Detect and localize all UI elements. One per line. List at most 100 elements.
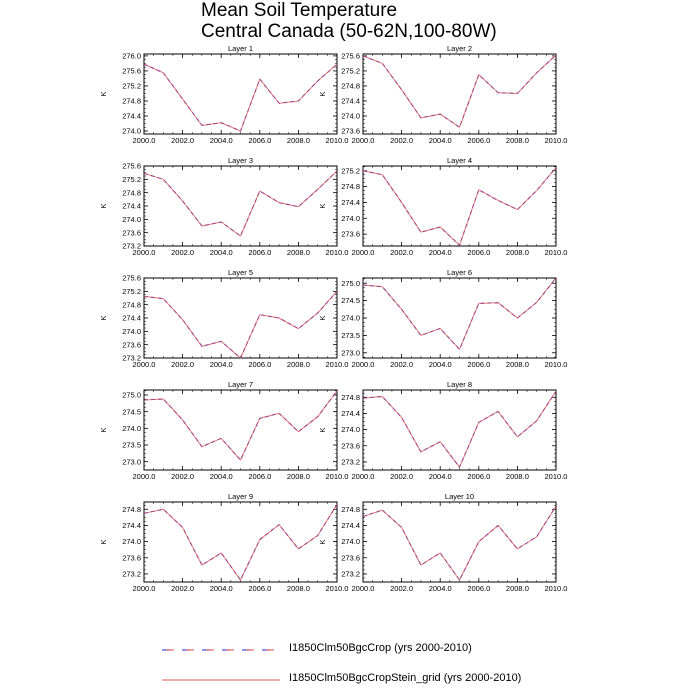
y-tick-label: 274.0 [122,537,141,546]
y-tick-label: 274.4 [341,97,360,106]
x-tick-label: 2000.0 [133,584,156,593]
y-axis-label: K [99,427,108,432]
y-tick-label: 274.4 [122,314,141,323]
legend-item-stein-grid: I1850Clm50BgcCropStein_grid (yrs 2000-20… [162,672,582,687]
x-tick-label: 2010.0 [545,360,568,369]
y-tick-label: 274.8 [122,300,141,309]
y-tick-label: 274.8 [122,505,141,514]
y-tick-label: 273.2 [122,242,141,251]
legend-swatch-dashed [162,649,280,651]
y-tick-label: 274.8 [122,97,141,106]
y-tick-label: 274.4 [341,198,360,207]
x-tick-label: 2002.0 [171,360,194,369]
y-tick-label: 274.0 [341,537,360,546]
x-tick-label: 2000.0 [133,248,156,257]
y-axis-label: K [99,203,108,208]
panel-9: Layer 9 K 273.2 273.6 274.0 274.4 274.8 2000.0 2… [99,492,348,593]
y-tick-label: 275.2 [341,166,360,175]
x-tick-label: 2006.0 [248,360,271,369]
x-tick-label: 2000.0 [133,136,156,145]
x-tick-label: 2002.0 [171,136,194,145]
y-tick-label: 273.5 [341,331,360,340]
series-line-stein-grid [143,504,338,581]
y-axis-label: K [99,315,108,320]
x-tick-label: 2010.0 [326,248,349,257]
x-tick-label: 2006.0 [467,360,490,369]
y-axis-label: K [318,427,327,432]
series-line-stein-grid [362,54,557,128]
y-tick-label: 273.6 [122,228,141,237]
panel-frame [362,165,557,247]
x-tick-label: 2006.0 [248,248,271,257]
y-tick-label: 274.0 [341,314,360,323]
x-tick-label: 2008.0 [287,584,310,593]
y-axis-label: K [99,539,108,544]
y-axis-label: K [318,203,327,208]
panel-frame [362,53,557,135]
x-tick-label: 2004.0 [429,248,452,257]
y-tick-label: 276.0 [122,51,141,60]
series-line-stein-grid [362,277,557,350]
y-tick-label: 273.6 [122,340,141,349]
y-axis-label: K [318,91,327,96]
y-tick-label: 275.6 [341,51,360,60]
y-axis-label: K [318,539,327,544]
x-tick-label: 2010.0 [326,584,349,593]
figure-title: Mean Soil Temperature Central Canada (50… [201,0,497,42]
y-tick-label: 275.6 [122,67,141,76]
x-tick-label: 2008.0 [506,360,529,369]
x-tick-label: 2002.0 [390,360,413,369]
x-tick-label: 2000.0 [352,360,375,369]
y-tick-label: 274.0 [122,327,141,336]
x-tick-label: 2004.0 [210,248,233,257]
x-tick-label: 2004.0 [210,472,233,481]
series-line-crop [362,167,557,246]
x-tick-label: 2010.0 [545,248,568,257]
x-tick-label: 2002.0 [171,584,194,593]
panel-frame [362,389,557,471]
panel-10: Layer 10 K 273.2 273.6 274.0 274.4 274.8 2000.0… [318,492,567,593]
y-tick-label: 274.8 [341,505,360,514]
x-tick-label: 2008.0 [506,472,529,481]
panel-title: Layer 7 [228,380,253,389]
x-tick-label: 2010.0 [545,584,568,593]
y-tick-label: 275.6 [122,274,141,283]
x-tick-label: 2006.0 [248,136,271,145]
panel-frame [143,277,338,359]
panel-title: Layer 3 [228,156,253,165]
x-tick-label: 2002.0 [390,136,413,145]
series-line-crop [143,63,338,132]
x-tick-label: 2008.0 [287,136,310,145]
x-tick-label: 2004.0 [210,360,233,369]
x-tick-label: 2004.0 [210,584,233,593]
x-tick-label: 2006.0 [467,472,490,481]
panel-2: Layer 2 K 273.6 274.0 274.4 274.8 275.2 275.6 20… [318,44,567,145]
panel-title: Layer 1 [228,44,253,53]
x-tick-label: 2008.0 [506,248,529,257]
y-tick-label: 273.0 [341,348,360,357]
y-tick-label: 273.6 [341,441,360,450]
x-tick-label: 2010.0 [545,136,568,145]
panel-frame [362,501,557,583]
x-tick-label: 2000.0 [133,472,156,481]
x-tick-label: 2004.0 [429,360,452,369]
legend-label-stein-grid: I1850Clm50BgcCropStein_grid (yrs 2000-20… [289,672,522,684]
figure-title-line1: Mean Soil Temperature [201,0,398,21]
panel-frame [143,53,338,135]
y-tick-label: 273.6 [341,127,360,136]
figure-title-line2: Central Canada (50-62N,100-80W) [201,21,497,42]
x-tick-label: 2004.0 [429,136,452,145]
x-tick-label: 2000.0 [352,136,375,145]
x-tick-label: 2004.0 [210,136,233,145]
panel-frame [143,165,338,247]
y-tick-label: 274.0 [122,127,141,136]
y-tick-label: 275.2 [122,175,141,184]
x-tick-label: 2002.0 [390,248,413,257]
series-line-stein-grid [143,390,338,461]
x-tick-label: 2010.0 [326,360,349,369]
y-tick-label: 274.0 [341,214,360,223]
y-tick-label: 273.0 [122,457,141,466]
y-tick-label: 274.4 [341,521,360,530]
x-tick-label: 2000.0 [352,472,375,481]
